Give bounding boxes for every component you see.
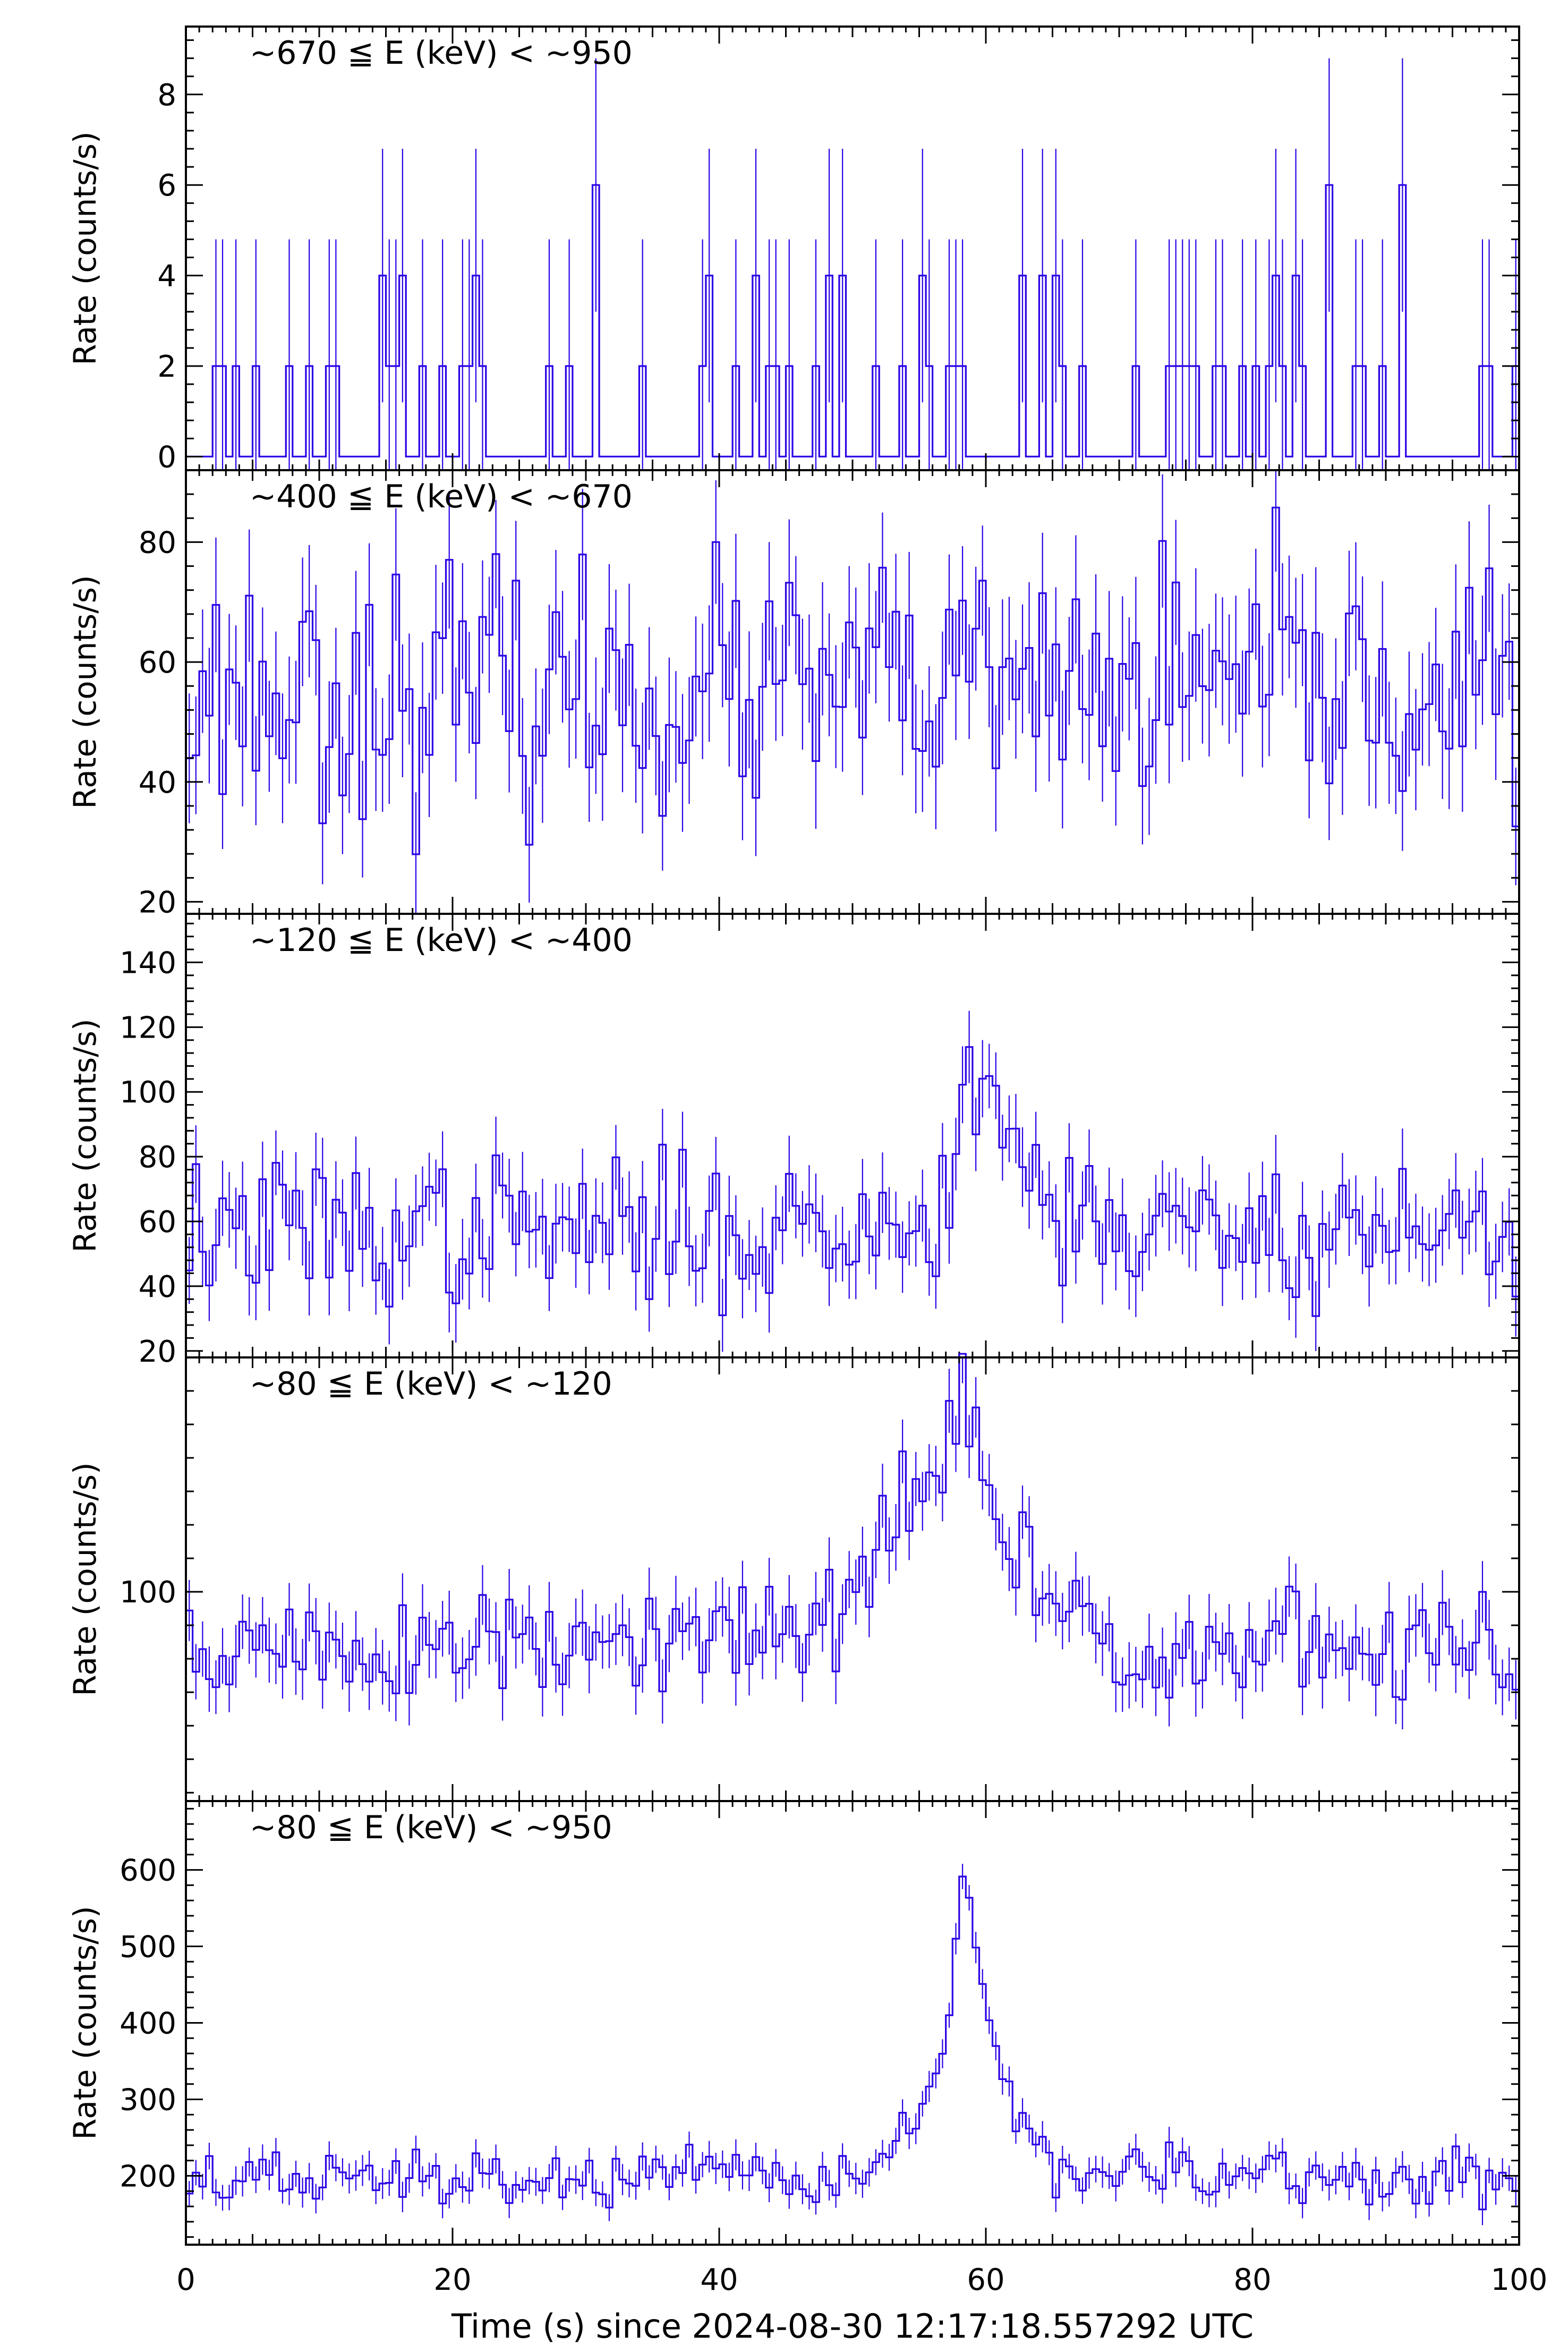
x-tick-label: 100 — [1491, 2263, 1548, 2297]
y-tick-label: 20 — [139, 885, 176, 920]
y-tick-label: 80 — [139, 525, 176, 560]
y-axis-title: Rate (counts/s) — [67, 1018, 103, 1252]
y-tick-label: 120 — [120, 1011, 176, 1045]
x-ticks — [185, 1801, 1520, 2245]
x-tick-labels: 0 20 40 60 80 100 — [176, 2263, 1547, 2297]
panel-2: 20 40 60 80 Rate (counts/s) ~400 ≦ E (keV) < … — [67, 469, 1520, 920]
y-axis-title: Rate (counts/s) — [67, 1906, 103, 2139]
y-axis-title: Rate (counts/s) — [67, 131, 103, 365]
y-tick-label: 300 — [120, 2083, 176, 2117]
x-tick-label: 40 — [700, 2263, 738, 2297]
x-axis-title: Time (s) since 2024-08-30 12:17:18.55729… — [451, 2307, 1254, 2346]
panel-energy-band-title: ~120 ≦ E (keV) < ~400 — [250, 922, 633, 959]
panel-4: 100 Rate (counts/s) ~80 ≦ E (keV) < ~120 — [67, 1353, 1520, 1802]
error-bars — [215, 58, 1516, 470]
light-curve-series — [186, 1046, 1519, 1317]
y-axis-title: Rate (counts/s) — [67, 1462, 103, 1696]
light-curve-series — [186, 184, 1519, 457]
y-ticks: 20 40 60 80 100 120 140 — [120, 922, 1519, 1369]
y-tick-label: 80 — [139, 1140, 176, 1175]
x-tick-label: 80 — [1233, 2263, 1271, 2297]
y-tick-label: 140 — [120, 946, 176, 980]
panel-1: 0 2 4 6 8 Rate (counts/s) ~670 ≦ E (keV) < ~95… — [67, 26, 1520, 474]
x-tick-label: 20 — [433, 2263, 471, 2297]
y-tick-label: 2 — [157, 350, 176, 384]
y-tick-label: 600 — [120, 1854, 176, 1888]
y-ticks: 20 40 60 80 — [139, 469, 1519, 920]
y-tick-label: 40 — [139, 1270, 176, 1304]
y-ticks: 100 — [120, 1356, 1519, 1794]
y-tick-label: 200 — [120, 2159, 176, 2194]
panel-frame — [185, 26, 1520, 471]
y-tick-label: 60 — [139, 646, 176, 680]
y-ticks: 200 300 400 500 600 — [120, 1807, 1519, 2238]
panel-energy-band-title: ~80 ≦ E (keV) < ~120 — [250, 1365, 612, 1403]
panel-3: 20 40 60 80 100 120 140 Rate (counts/s) ~120 ≦ E… — [67, 913, 1520, 1369]
light-curve-series — [186, 1353, 1519, 1701]
y-tick-label: 6 — [157, 168, 176, 203]
y-tick-label: 4 — [157, 259, 176, 294]
y-ticks: 0 2 4 6 8 — [157, 39, 1519, 474]
y-tick-label: 8 — [157, 78, 176, 113]
y-tick-label: 20 — [139, 1335, 176, 1369]
y-tick-label: 60 — [139, 1205, 176, 1239]
panel-energy-band-title: ~670 ≦ E (keV) < ~950 — [250, 35, 633, 72]
light-curve-series — [186, 1875, 1519, 2211]
x-ticks — [185, 914, 1520, 1357]
error-bars — [189, 1011, 1516, 1352]
panel-energy-band-title: ~400 ≦ E (keV) < ~670 — [250, 478, 633, 515]
y-tick-label: 400 — [120, 2007, 176, 2041]
error-bars — [189, 1357, 1516, 1729]
panel-energy-band-title: ~80 ≦ E (keV) < ~950 — [250, 1809, 612, 1846]
error-bars — [189, 470, 1516, 914]
panels-layer: 0 2 4 6 8 Rate (counts/s) ~670 ≦ E (keV) < ~95… — [67, 26, 1547, 2297]
y-tick-label: 500 — [120, 1930, 176, 1965]
y-tick-label: 0 — [157, 440, 176, 474]
y-tick-label: 40 — [139, 766, 176, 800]
y-tick-label: 100 — [120, 1075, 176, 1110]
y-tick-label: 100 — [120, 1575, 176, 1610]
y-axis-title: Rate (counts/s) — [67, 575, 103, 809]
light-curve-series — [186, 506, 1519, 855]
x-ticks — [185, 27, 1520, 470]
x-tick-label: 0 — [176, 2263, 195, 2297]
error-bars — [189, 1864, 1516, 2226]
x-tick-label: 60 — [967, 2263, 1004, 2297]
